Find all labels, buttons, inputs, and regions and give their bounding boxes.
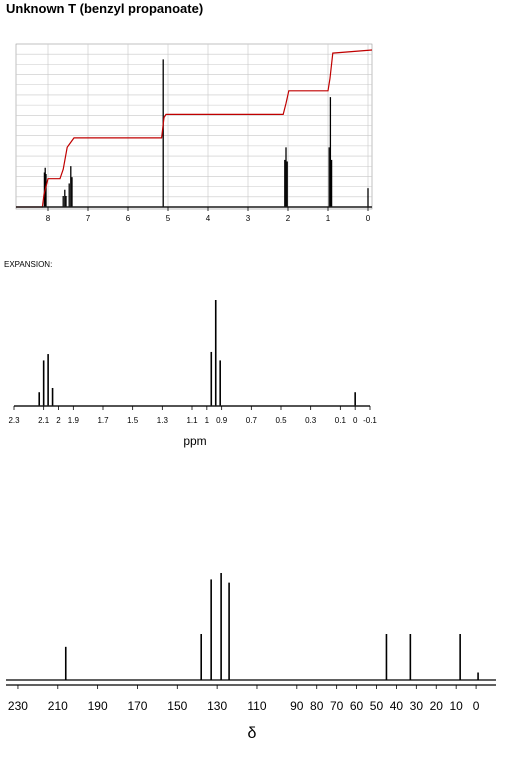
expansion-peaks	[38, 300, 356, 406]
h1-tick-label: 8	[46, 214, 51, 223]
expansion-x-ticks: 2.3 2.1 2 1.9 1.7 1.5 1.3 1.1 1 0.9 0.7 0.5 0.3 0.1 0-…	[8, 406, 377, 425]
h1-tick-label: 4	[206, 214, 211, 223]
expansion-tick-label: 0.9	[216, 416, 228, 425]
h1-tick-label: 0	[366, 214, 371, 223]
c13-nmr-chart: 230 210 190 170 150 130 110 90 80 70 60 50 40 30 20 10 0…	[6, 573, 496, 742]
expansion-x-label: ppm	[183, 434, 206, 448]
expansion-tick-label: 2.3	[8, 416, 20, 425]
c13-tick-label: 110	[247, 699, 266, 713]
h1-grid	[16, 44, 372, 207]
h1-tick-label: 7	[86, 214, 91, 223]
expansion-tick-label: 1.9	[68, 416, 80, 425]
c13-peaks	[64, 573, 479, 680]
page-title: Unknown T (benzyl propanoate)	[6, 1, 204, 16]
h1-tick-label: 1	[326, 214, 331, 223]
h1-tick-label: 5	[166, 214, 171, 223]
h1-expansion-chart: 2.3 2.1 2 1.9 1.7 1.5 1.3 1.1 1 0.9 0.7 0.5 0.3 0.1 0-…	[8, 300, 377, 448]
expansion-tick-label: 0.1	[335, 416, 347, 425]
c13-tick-label: 40	[390, 699, 404, 713]
expansion-tick-label: 1.7	[97, 416, 109, 425]
c13-tick-label: 50	[370, 699, 384, 713]
c13-x-label: δ	[248, 725, 257, 742]
h1-x-ticks: 8 7 6 5 4 3 2 1 0	[46, 207, 371, 223]
h1-nmr-chart: 8 7 6 5 4 3 2 1 0	[15, 43, 373, 223]
expansion-tick-label: 0.5	[275, 416, 287, 425]
c13-tick-label: 0	[473, 699, 480, 713]
c13-tick-label: 20	[430, 699, 444, 713]
c13-tick-label: 10	[449, 699, 463, 713]
expansion-tick-label: 0.7	[246, 416, 258, 425]
h1-tick-label: 2	[286, 214, 291, 223]
c13-tick-label: 60	[350, 699, 364, 713]
c13-tick-label: 230	[8, 699, 28, 713]
expansion-tick-label: 0	[353, 416, 358, 425]
expansion-tick-label: 2	[56, 416, 61, 425]
expansion-tick-label: 1.3	[157, 416, 169, 425]
expansion-tick-label: 1	[205, 416, 210, 425]
expansion-tick-label: 2.1	[38, 416, 50, 425]
expansion-tick-label: -0.1	[363, 416, 377, 425]
c13-tick-label: 150	[167, 699, 187, 713]
c13-tick-label: 70	[330, 699, 344, 713]
expansion-label: EXPANSION:	[4, 260, 53, 269]
h1-peaks	[43, 59, 369, 207]
c13-tick-label: 80	[310, 699, 324, 713]
h1-plot-frame	[15, 43, 373, 210]
c13-tick-label: 130	[207, 699, 227, 713]
expansion-tick-label: 1.1	[186, 416, 198, 425]
expansion-tick-label: 1.5	[127, 416, 139, 425]
expansion-tick-label: 0.3	[305, 416, 317, 425]
c13-tick-label: 30	[410, 699, 424, 713]
c13-tick-label: 210	[48, 699, 68, 713]
h1-tick-label: 3	[246, 214, 251, 223]
c13-x-ticks: 230 210 190 170 150 130 110 90 80 70 60 50 40 30 20 10 0	[8, 685, 480, 713]
c13-tick-label: 90	[290, 699, 304, 713]
c13-tick-label: 170	[127, 699, 147, 713]
h1-tick-label: 6	[126, 214, 131, 223]
h1-integral-curve	[16, 49, 373, 208]
c13-tick-label: 190	[88, 699, 108, 713]
